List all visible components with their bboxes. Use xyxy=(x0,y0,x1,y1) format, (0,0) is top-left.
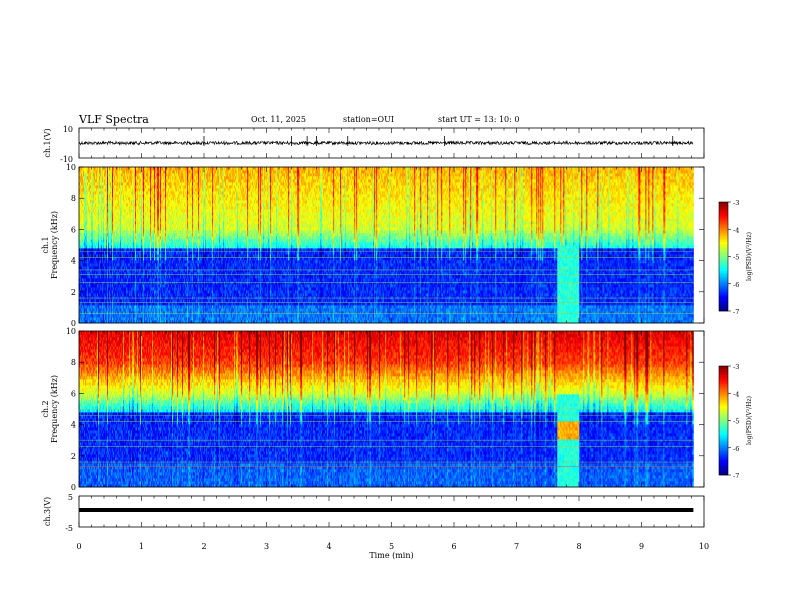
ch2-spectrogram-colorbar-tick-label: -5 xyxy=(733,418,739,426)
x-tick-label: 7 xyxy=(514,542,519,551)
ch1-spectrogram-colorbar-tick-label: -4 xyxy=(733,226,739,234)
ch1-spectrogram-colorbar-tick-label: -3 xyxy=(733,199,739,207)
ch2-spectrogram-colorbar-gradient xyxy=(719,366,728,475)
ch2-spectrogram-colorbar-tick-label: -3 xyxy=(733,363,739,371)
ch1-spectrogram-ytick-label: 4 xyxy=(71,257,76,266)
ch2-spectrogram-colorbar-tick-label: -7 xyxy=(733,472,739,480)
ch1-spectrogram-ytick-label: 10 xyxy=(66,163,76,172)
ch2-spectrogram-ytick-label: 8 xyxy=(71,358,76,367)
ch2-spectrogram-ylabel-line1: ch.2 xyxy=(41,400,50,417)
ch2-spectrogram-ytick-label: 0 xyxy=(71,483,76,492)
ch1-ytick-label-top: 10 xyxy=(63,125,73,134)
ch1-spectrogram-colorbar-label: log(PSD)(V²/Hz) xyxy=(746,232,753,281)
ch2-spectrogram-ytick-label: 2 xyxy=(71,452,76,461)
x-tick-label: 2 xyxy=(201,542,206,551)
ch1-spectrogram-cells xyxy=(79,167,694,323)
x-tick-label: 1 xyxy=(139,542,144,551)
ch3-ytick-label-bottom: -5 xyxy=(65,524,73,533)
ch1-spectrogram-ytick-label: 8 xyxy=(71,194,76,203)
x-tick-label: 8 xyxy=(576,542,581,551)
x-axis-label: Time (min) xyxy=(369,551,413,560)
x-tick-label: 6 xyxy=(451,542,456,551)
x-tick-label: 5 xyxy=(389,542,394,551)
ch1-waveform-ylabel: ch.1(V) xyxy=(43,128,52,157)
ch1-spectrogram-ylabel-line2: Frequency (kHz) xyxy=(50,211,59,279)
x-tick-label: 9 xyxy=(639,542,644,551)
x-tick-label: 10 xyxy=(699,542,709,551)
ch1-spectrogram-colorbar-tick-label: -7 xyxy=(733,308,739,316)
ch3-waveform-ylabel: ch.3(V) xyxy=(43,497,52,526)
ch1-spectrogram-colorbar-tick-label: -5 xyxy=(733,254,739,262)
ch2-spectrogram-ylabel-line2: Frequency (kHz) xyxy=(50,375,59,443)
x-tick-label: 3 xyxy=(264,542,269,551)
ch1-spectrogram-colorbar-tick-label: -6 xyxy=(733,281,739,289)
ch3-ytick-label-top: 5 xyxy=(68,493,73,502)
ch1-spectrogram-ytick-label: 6 xyxy=(71,225,76,234)
ch1-spectrogram-colorbar-gradient xyxy=(719,202,728,311)
ch2-spectrogram-ytick-label: 6 xyxy=(71,389,76,398)
ch2-spectrogram-colorbar-tick-label: -6 xyxy=(733,445,739,453)
ch2-spectrogram-ytick-label: 10 xyxy=(66,327,76,336)
ch1-spectrogram-ylabel-line1: ch.1 xyxy=(41,236,50,253)
x-tick-label: 0 xyxy=(76,542,81,551)
ch2-spectrogram-ytick-label: 4 xyxy=(71,421,76,430)
x-tick-label: 4 xyxy=(326,542,331,551)
ch2-spectrogram-colorbar-tick-label: -4 xyxy=(733,390,739,398)
ch2-spectrogram-colorbar-label: log(PSD)(V²/Hz) xyxy=(746,396,753,445)
ch1-waveform-series xyxy=(79,141,693,144)
ch1-spectrogram-ytick-label: 2 xyxy=(71,288,76,297)
